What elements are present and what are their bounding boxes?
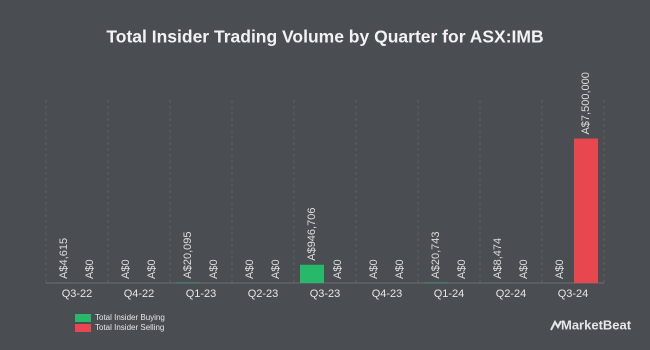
value-label: A$0 — [270, 259, 282, 279]
value-label: A$0 — [456, 259, 468, 279]
value-label: A$946,706 — [306, 208, 318, 261]
value-label: A$4,615 — [58, 238, 70, 279]
value-label: A$0 — [84, 259, 96, 279]
x-tick-label: Q3-23 — [310, 288, 341, 300]
x-tick-label: Q1-24 — [434, 288, 465, 300]
value-label: A$7,500,000 — [580, 72, 592, 134]
logo-icon — [550, 319, 562, 331]
value-label: A$0 — [394, 259, 406, 279]
legend-swatch — [75, 324, 91, 332]
bar — [574, 138, 598, 283]
watermark-logo: MarketBeat — [550, 317, 632, 332]
value-label: A$8,474 — [492, 238, 504, 279]
x-tick-label: Q3-24 — [558, 288, 589, 300]
value-label: A$0 — [554, 259, 566, 279]
bar — [300, 264, 324, 283]
x-tick-label: Q2-23 — [248, 288, 279, 300]
legend-label: Total Insider Selling — [95, 323, 164, 332]
value-label: A$20,095 — [182, 232, 194, 279]
value-label: A$0 — [244, 259, 256, 279]
value-label: A$0 — [208, 259, 220, 279]
watermark: MarketBeat — [561, 317, 632, 332]
x-tick-label: Q4-23 — [372, 288, 403, 300]
value-label: A$0 — [332, 259, 344, 279]
legend-label: Total Insider Buying — [95, 313, 165, 322]
x-tick-label: Q2-24 — [496, 288, 527, 300]
x-tick-label: Q4-22 — [124, 288, 155, 300]
value-label: A$20,743 — [430, 231, 442, 278]
value-label: A$0 — [368, 259, 380, 279]
value-label: A$0 — [146, 259, 158, 279]
x-tick-label: Q1-23 — [186, 288, 217, 300]
value-label: A$0 — [120, 259, 132, 279]
value-label: A$0 — [518, 259, 530, 279]
legend-swatch — [75, 314, 91, 322]
chart-title: Total Insider Trading Volume by Quarter … — [106, 27, 543, 47]
x-tick-label: Q3-22 — [62, 288, 93, 300]
